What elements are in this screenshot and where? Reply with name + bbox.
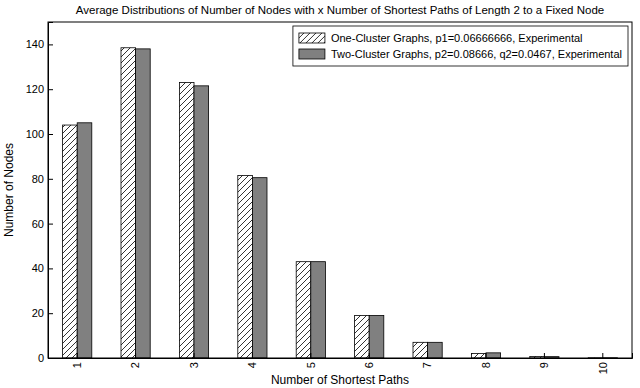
y-axis-title: Number of Nodes bbox=[2, 143, 16, 237]
y-tick-label: 60 bbox=[32, 218, 44, 230]
y-tick-label: 140 bbox=[26, 38, 44, 50]
x-tick-label: 9 bbox=[538, 362, 550, 368]
x-tick: 4 bbox=[246, 353, 258, 368]
x-tick: 10 bbox=[597, 353, 609, 374]
legend-swatch bbox=[299, 33, 325, 43]
x-tick-mark bbox=[77, 353, 78, 358]
x-tick-mark bbox=[252, 353, 253, 358]
x-tick-mark bbox=[602, 353, 603, 358]
y-tick-label: 20 bbox=[32, 307, 44, 319]
x-tick-label: 7 bbox=[421, 362, 433, 368]
x-axis-title: Number of Shortest Paths bbox=[271, 373, 409, 387]
legend: One-Cluster Graphs, p1=0.06666666, Exper… bbox=[293, 26, 628, 66]
y-tick-label: 100 bbox=[26, 128, 44, 140]
y-tick: 140 bbox=[26, 38, 53, 50]
x-tick: 2 bbox=[129, 353, 141, 368]
y-tick-mark bbox=[48, 179, 53, 180]
y-tick-mark bbox=[48, 89, 53, 90]
bar bbox=[486, 353, 501, 358]
bar bbox=[63, 125, 78, 358]
plot-frame bbox=[48, 22, 632, 358]
y-tick-label: 120 bbox=[26, 83, 44, 95]
bar bbox=[77, 123, 92, 358]
y-tick: 120 bbox=[26, 83, 53, 95]
x-tick: 7 bbox=[421, 353, 433, 368]
bar bbox=[296, 262, 311, 358]
bar bbox=[413, 342, 428, 358]
x-tick-label: 8 bbox=[480, 362, 492, 368]
x-tick: 5 bbox=[305, 353, 317, 368]
bar bbox=[355, 315, 370, 358]
x-tick-mark bbox=[486, 353, 487, 358]
y-tick: 100 bbox=[26, 128, 53, 140]
y-tick-label: 0 bbox=[38, 352, 44, 364]
y-tick: 80 bbox=[32, 173, 53, 185]
plot: 0 20 40 60 80 100 120 140 1 2 3 4 5 6 7 8 9 10 One-Cluster… bbox=[26, 22, 633, 374]
legend-label: Two-Cluster Graphs, p2=0.08666, q2=0.046… bbox=[331, 48, 622, 60]
bar bbox=[369, 315, 384, 358]
y-tick-mark bbox=[48, 224, 53, 225]
x-tick: 6 bbox=[363, 353, 375, 368]
x-axis: 1 2 3 4 5 6 7 8 9 10 bbox=[49, 353, 633, 374]
x-tick: 3 bbox=[188, 353, 200, 368]
y-tick-mark bbox=[48, 134, 53, 135]
y-axis: 0 20 40 60 80 100 120 140 bbox=[26, 23, 53, 365]
chart: 0 20 40 60 80 100 120 140 1 2 3 4 5 6 7 8 9 10 One-Cluster… bbox=[0, 0, 640, 388]
x-tick-mark bbox=[135, 353, 136, 358]
legend-box bbox=[293, 26, 628, 66]
x-tick-mark bbox=[194, 353, 195, 358]
x-tick-mark bbox=[310, 353, 311, 358]
bar bbox=[428, 342, 443, 358]
bar bbox=[311, 262, 326, 358]
legend-label: One-Cluster Graphs, p1=0.06666666, Exper… bbox=[331, 32, 583, 44]
x-tick: 1 bbox=[71, 353, 83, 368]
y-tick: 20 bbox=[32, 307, 53, 319]
bar bbox=[179, 82, 194, 358]
legend-swatch bbox=[299, 49, 325, 59]
bar bbox=[252, 178, 267, 358]
bar bbox=[238, 175, 253, 358]
y-tick-mark bbox=[48, 313, 53, 314]
x-tick-label: 10 bbox=[597, 362, 609, 374]
bar bbox=[471, 354, 486, 358]
x-tick-label: 6 bbox=[363, 362, 375, 368]
title: Average Distributions of Number of Nodes… bbox=[76, 4, 604, 16]
x-axis-line bbox=[49, 353, 633, 359]
y-tick-mark bbox=[48, 268, 53, 269]
x-tick: 9 bbox=[538, 353, 550, 368]
y-axis-line bbox=[49, 23, 54, 359]
bar bbox=[136, 49, 151, 358]
x-tick-label: 1 bbox=[71, 362, 83, 368]
x-tick-mark bbox=[427, 353, 428, 358]
y-tick-mark bbox=[48, 44, 53, 45]
y-tick: 60 bbox=[32, 218, 53, 230]
y-tick: 40 bbox=[32, 262, 53, 274]
x-tick: 8 bbox=[480, 353, 492, 368]
x-tick-label: 4 bbox=[246, 362, 258, 368]
x-tick-label: 3 bbox=[188, 362, 200, 368]
x-tick-mark bbox=[369, 353, 370, 358]
bars bbox=[63, 48, 618, 358]
y-tick-label: 80 bbox=[32, 173, 44, 185]
x-tick-label: 2 bbox=[129, 362, 141, 368]
y-tick-label: 40 bbox=[32, 262, 44, 274]
x-tick-mark bbox=[544, 353, 545, 358]
x-tick-label: 5 bbox=[305, 362, 317, 368]
bar bbox=[194, 86, 209, 358]
bar bbox=[121, 48, 136, 358]
